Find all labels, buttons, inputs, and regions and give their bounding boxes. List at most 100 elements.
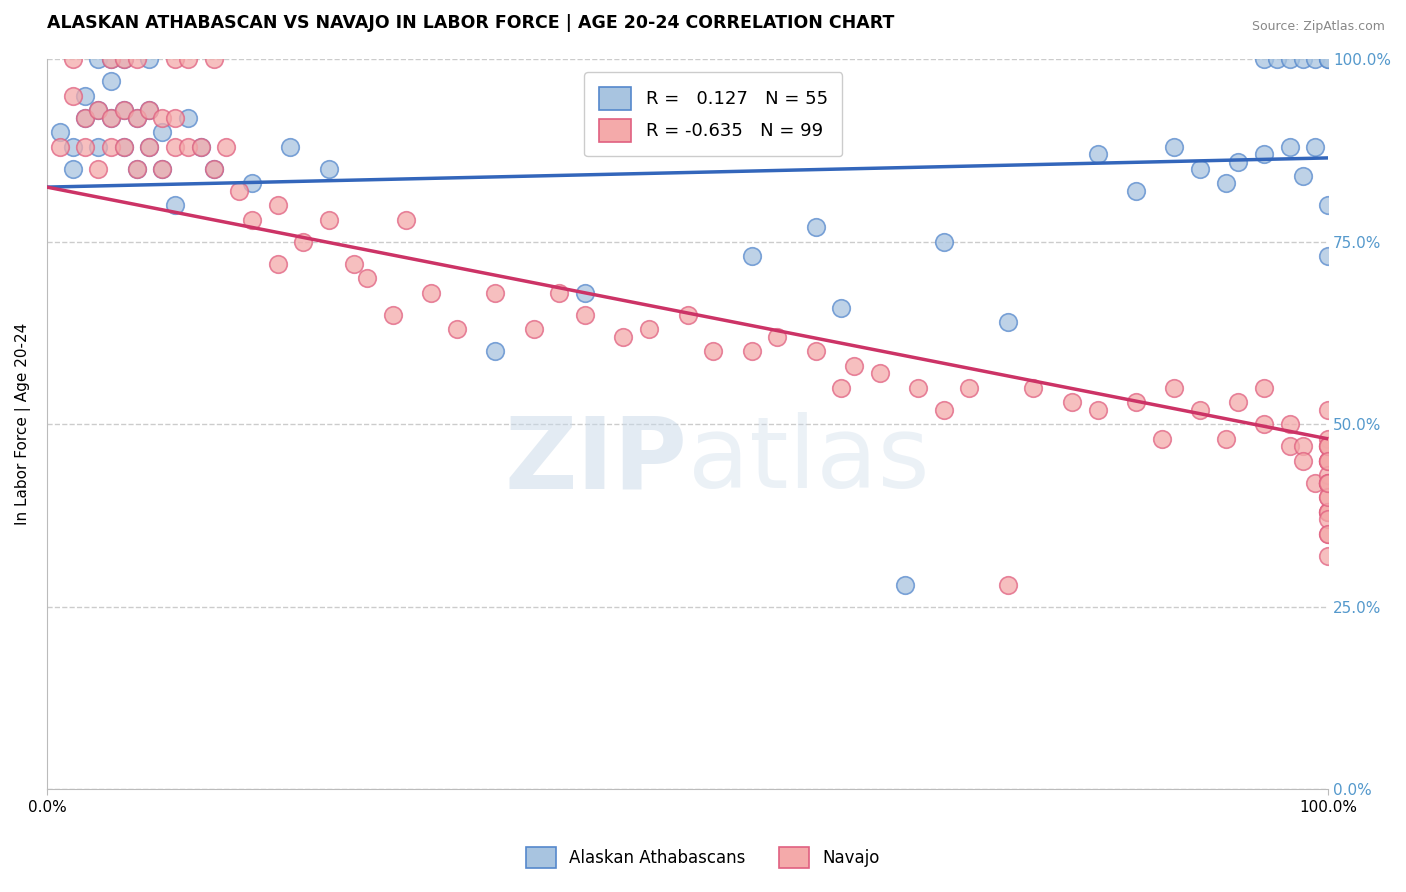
Point: [1253, 381, 1275, 395]
Point: [87, 103, 110, 118]
Point: [741, 344, 763, 359]
Point: [523, 322, 546, 336]
Y-axis label: In Labor Force | Age 20-24: In Labor Force | Age 20-24: [15, 323, 31, 525]
Point: [894, 578, 917, 592]
Point: [112, 140, 135, 154]
Point: [1317, 402, 1340, 417]
Point: [125, 111, 148, 125]
Point: [100, 53, 122, 67]
Point: [1189, 402, 1212, 417]
Point: [177, 111, 200, 125]
Point: [138, 140, 160, 154]
Point: [202, 161, 225, 176]
Point: [1291, 439, 1313, 453]
Point: [125, 161, 148, 176]
Point: [446, 322, 468, 336]
Text: atlas: atlas: [688, 412, 929, 509]
Point: [1317, 53, 1340, 67]
Point: [150, 111, 173, 125]
Point: [1317, 432, 1340, 446]
Point: [1060, 395, 1083, 409]
Point: [1227, 154, 1250, 169]
Point: [1278, 439, 1301, 453]
Point: [1317, 526, 1340, 541]
Point: [100, 74, 122, 88]
Point: [1291, 53, 1313, 67]
Point: [1163, 381, 1185, 395]
Point: [842, 359, 865, 373]
Point: [190, 140, 212, 154]
Point: [548, 285, 571, 300]
Point: [1317, 505, 1340, 519]
Point: [1317, 505, 1340, 519]
Point: [1317, 549, 1340, 563]
Point: [1215, 177, 1237, 191]
Point: [1087, 402, 1109, 417]
Point: [1253, 147, 1275, 161]
Text: ZIP: ZIP: [505, 412, 688, 509]
Point: [100, 140, 122, 154]
Point: [1227, 395, 1250, 409]
Point: [1317, 249, 1340, 263]
Point: [1317, 512, 1340, 526]
Point: [125, 111, 148, 125]
Point: [266, 198, 288, 212]
Point: [1291, 454, 1313, 468]
Point: [1291, 169, 1313, 183]
Point: [1317, 439, 1340, 453]
Point: [202, 161, 225, 176]
Point: [318, 161, 340, 176]
Point: [62, 161, 84, 176]
Point: [138, 53, 160, 67]
Point: [62, 140, 84, 154]
Point: [87, 103, 110, 118]
Point: [1317, 454, 1340, 468]
Point: [87, 161, 110, 176]
Point: [957, 381, 980, 395]
Point: [240, 177, 263, 191]
Point: [1317, 53, 1340, 67]
Point: [741, 249, 763, 263]
Point: [100, 111, 122, 125]
Point: [112, 103, 135, 118]
Point: [87, 53, 110, 67]
Point: [1317, 490, 1340, 504]
Point: [1150, 432, 1173, 446]
Point: [202, 53, 225, 67]
Point: [1305, 475, 1327, 490]
Point: [1317, 475, 1340, 490]
Point: [138, 103, 160, 118]
Point: [112, 53, 135, 67]
Point: [177, 53, 200, 67]
Point: [1317, 475, 1340, 490]
Point: [49, 140, 72, 154]
Point: [1317, 526, 1340, 541]
Point: [125, 161, 148, 176]
Point: [75, 111, 97, 125]
Legend: R =   0.127   N = 55, R = -0.635   N = 99: R = 0.127 N = 55, R = -0.635 N = 99: [585, 72, 842, 156]
Point: [343, 257, 366, 271]
Point: [138, 103, 160, 118]
Point: [1215, 432, 1237, 446]
Point: [1317, 475, 1340, 490]
Point: [49, 125, 72, 139]
Point: [1305, 140, 1327, 154]
Point: [420, 285, 443, 300]
Point: [87, 140, 110, 154]
Point: [484, 344, 506, 359]
Point: [381, 308, 404, 322]
Point: [869, 366, 891, 380]
Point: [75, 140, 97, 154]
Point: [1125, 395, 1147, 409]
Point: [1317, 439, 1340, 453]
Point: [1189, 161, 1212, 176]
Point: [1317, 454, 1340, 468]
Point: [1317, 468, 1340, 483]
Point: [190, 140, 212, 154]
Point: [702, 344, 724, 359]
Point: [150, 161, 173, 176]
Point: [804, 344, 827, 359]
Point: [215, 140, 238, 154]
Text: Source: ZipAtlas.com: Source: ZipAtlas.com: [1251, 20, 1385, 33]
Point: [150, 125, 173, 139]
